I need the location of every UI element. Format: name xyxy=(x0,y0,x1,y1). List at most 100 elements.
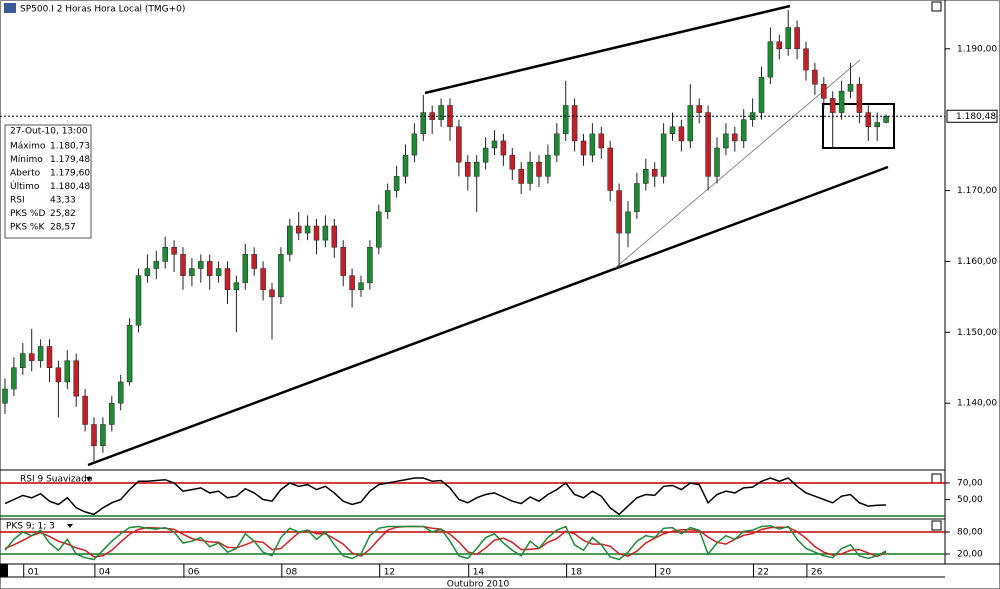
candle-body xyxy=(224,268,231,291)
x-tick-label: 01 xyxy=(28,568,39,578)
candle-body xyxy=(295,225,302,234)
info-value: 1.180,48 xyxy=(50,182,90,192)
info-value: 1.179,48 xyxy=(50,155,90,165)
marks: 1.190,00 1.170,00 1.160,00 1.150,00 1.140,00… xyxy=(0,5,998,589)
candle-body xyxy=(215,268,222,276)
info-box xyxy=(4,124,92,239)
info-value: 43,33 xyxy=(50,196,76,206)
info-label: Último xyxy=(10,180,40,192)
candle-body xyxy=(651,169,658,177)
candle-body xyxy=(367,247,373,283)
candle-body xyxy=(304,225,311,234)
indicator-line xyxy=(4,525,887,558)
candle-body xyxy=(402,154,409,177)
candle-body xyxy=(162,247,168,262)
close-button[interactable] xyxy=(931,520,942,531)
dropdown-arrow[interactable] xyxy=(86,477,92,481)
candle-body xyxy=(803,48,809,71)
candle-body xyxy=(11,367,17,390)
candle-body xyxy=(153,261,160,269)
info-label: PKS %D xyxy=(10,209,45,219)
info-value: 25,82 xyxy=(50,209,76,219)
candle-body xyxy=(545,154,551,177)
candle-body xyxy=(821,83,827,99)
candle-body xyxy=(117,381,124,404)
candle-body xyxy=(571,105,578,142)
info-value: 28,57 xyxy=(50,223,76,233)
candle-body xyxy=(73,360,79,397)
candle-body xyxy=(278,254,284,298)
info-label: Máximo xyxy=(10,142,46,152)
x-tick-label: 08 xyxy=(286,568,298,578)
candle-body xyxy=(634,183,640,213)
candle-body xyxy=(829,98,836,113)
candle-body xyxy=(384,190,391,213)
candle-body xyxy=(723,133,729,149)
y-tick-label: 1.190,00 xyxy=(957,44,997,54)
candle-body xyxy=(687,105,694,142)
candle-body xyxy=(589,133,596,156)
x-tick-label: 20 xyxy=(660,568,672,578)
candle-body xyxy=(580,140,587,156)
trendline xyxy=(614,59,861,269)
candle-body xyxy=(785,27,791,50)
candle-body xyxy=(883,116,889,123)
x-axis-title: Outubro 2010 xyxy=(447,580,510,589)
info-label: Aberto xyxy=(10,169,41,179)
candle-body xyxy=(732,133,738,142)
close-button[interactable] xyxy=(931,1,942,12)
candle-body xyxy=(358,282,364,291)
candle-body xyxy=(847,83,854,92)
candle-body xyxy=(794,27,800,50)
panel-title: PKS 9; 1; 3 xyxy=(6,522,55,532)
y-tick-label: 1.140,00 xyxy=(957,399,997,409)
candle-body xyxy=(322,225,329,241)
candle-body xyxy=(660,133,667,177)
candle-body xyxy=(55,367,62,383)
candle-body xyxy=(313,225,320,241)
candle-body xyxy=(135,275,142,326)
candle-body xyxy=(776,41,783,50)
candle-body xyxy=(456,126,462,163)
x-tick-label: 06 xyxy=(188,568,200,578)
info-label: Mínimo xyxy=(10,155,43,165)
candle-body xyxy=(527,161,533,184)
candle-body xyxy=(625,211,631,234)
candle-body xyxy=(46,346,53,369)
candle-body xyxy=(393,176,400,191)
candle-body xyxy=(376,211,382,248)
indicator-line xyxy=(4,477,887,516)
axis-corner xyxy=(0,564,8,577)
indicator-line xyxy=(4,525,887,561)
candle-body xyxy=(705,112,711,177)
candle-body xyxy=(607,147,613,191)
candle-body xyxy=(242,254,249,283)
candle-body xyxy=(643,169,649,184)
candle-body xyxy=(491,140,498,149)
candle-body xyxy=(349,275,355,291)
candle-body xyxy=(714,147,720,177)
info-label: RSI xyxy=(10,196,25,206)
x-tick-label: 14 xyxy=(473,568,485,578)
candle-body xyxy=(874,122,880,128)
y-tick-label: 1.170,00 xyxy=(957,186,997,196)
candle-body xyxy=(189,268,195,276)
candle-body xyxy=(180,254,186,276)
candle-body xyxy=(767,41,774,78)
info-title: 27-Out-10, 13:00 xyxy=(10,127,88,137)
candle-body xyxy=(20,353,26,369)
candle-body xyxy=(64,360,71,383)
candle-body xyxy=(2,388,8,404)
panel-title: RSI 9 Suavizado xyxy=(20,475,93,485)
candle-body xyxy=(269,289,275,298)
dropdown-arrow[interactable] xyxy=(67,524,73,528)
y-tick-label: 20,00 xyxy=(957,550,983,560)
info-rows: 27-Out-10, 13:00 Máximo 1.180,73 Mínimo 1.17… xyxy=(10,127,90,233)
close-button[interactable] xyxy=(931,473,942,484)
candle-body xyxy=(260,268,266,291)
trendline xyxy=(87,165,889,467)
y-tick-label: 80,00 xyxy=(957,527,983,537)
candle-body xyxy=(144,268,151,276)
y-tick-label: 1.150,00 xyxy=(957,328,997,338)
